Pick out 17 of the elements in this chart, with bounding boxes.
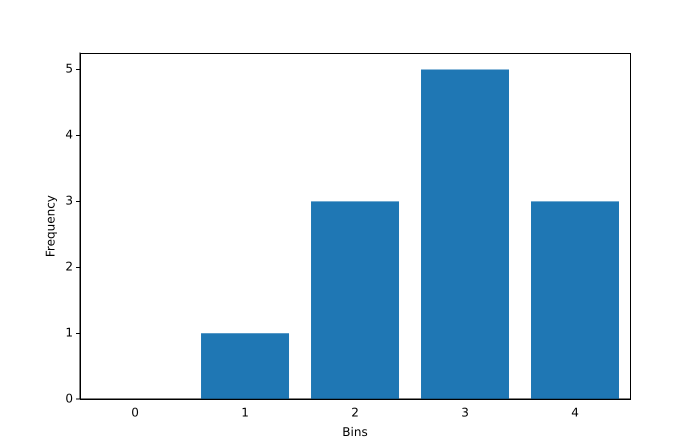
y-axis-title: Frequency: [43, 195, 58, 258]
x-tick-label: 4: [571, 406, 579, 420]
x-axis-title: Bins: [342, 424, 368, 439]
x-tick-label: 2: [351, 406, 359, 420]
y-tick-label: 0: [65, 391, 74, 406]
y-tick-label: 5: [65, 62, 74, 76]
y-tick-label: 4: [65, 128, 74, 142]
y-tick-label: 2: [65, 259, 74, 274]
bar: [421, 69, 510, 399]
x-tick-label: 3: [461, 406, 469, 420]
bar: [201, 333, 290, 399]
y-tick-label: 1: [65, 325, 74, 340]
x-tick-label: 1: [241, 406, 249, 420]
y-tick-label: 3: [65, 193, 74, 208]
bar: [531, 201, 619, 399]
x-tick-label: 0: [131, 406, 139, 420]
bar: [311, 201, 400, 399]
